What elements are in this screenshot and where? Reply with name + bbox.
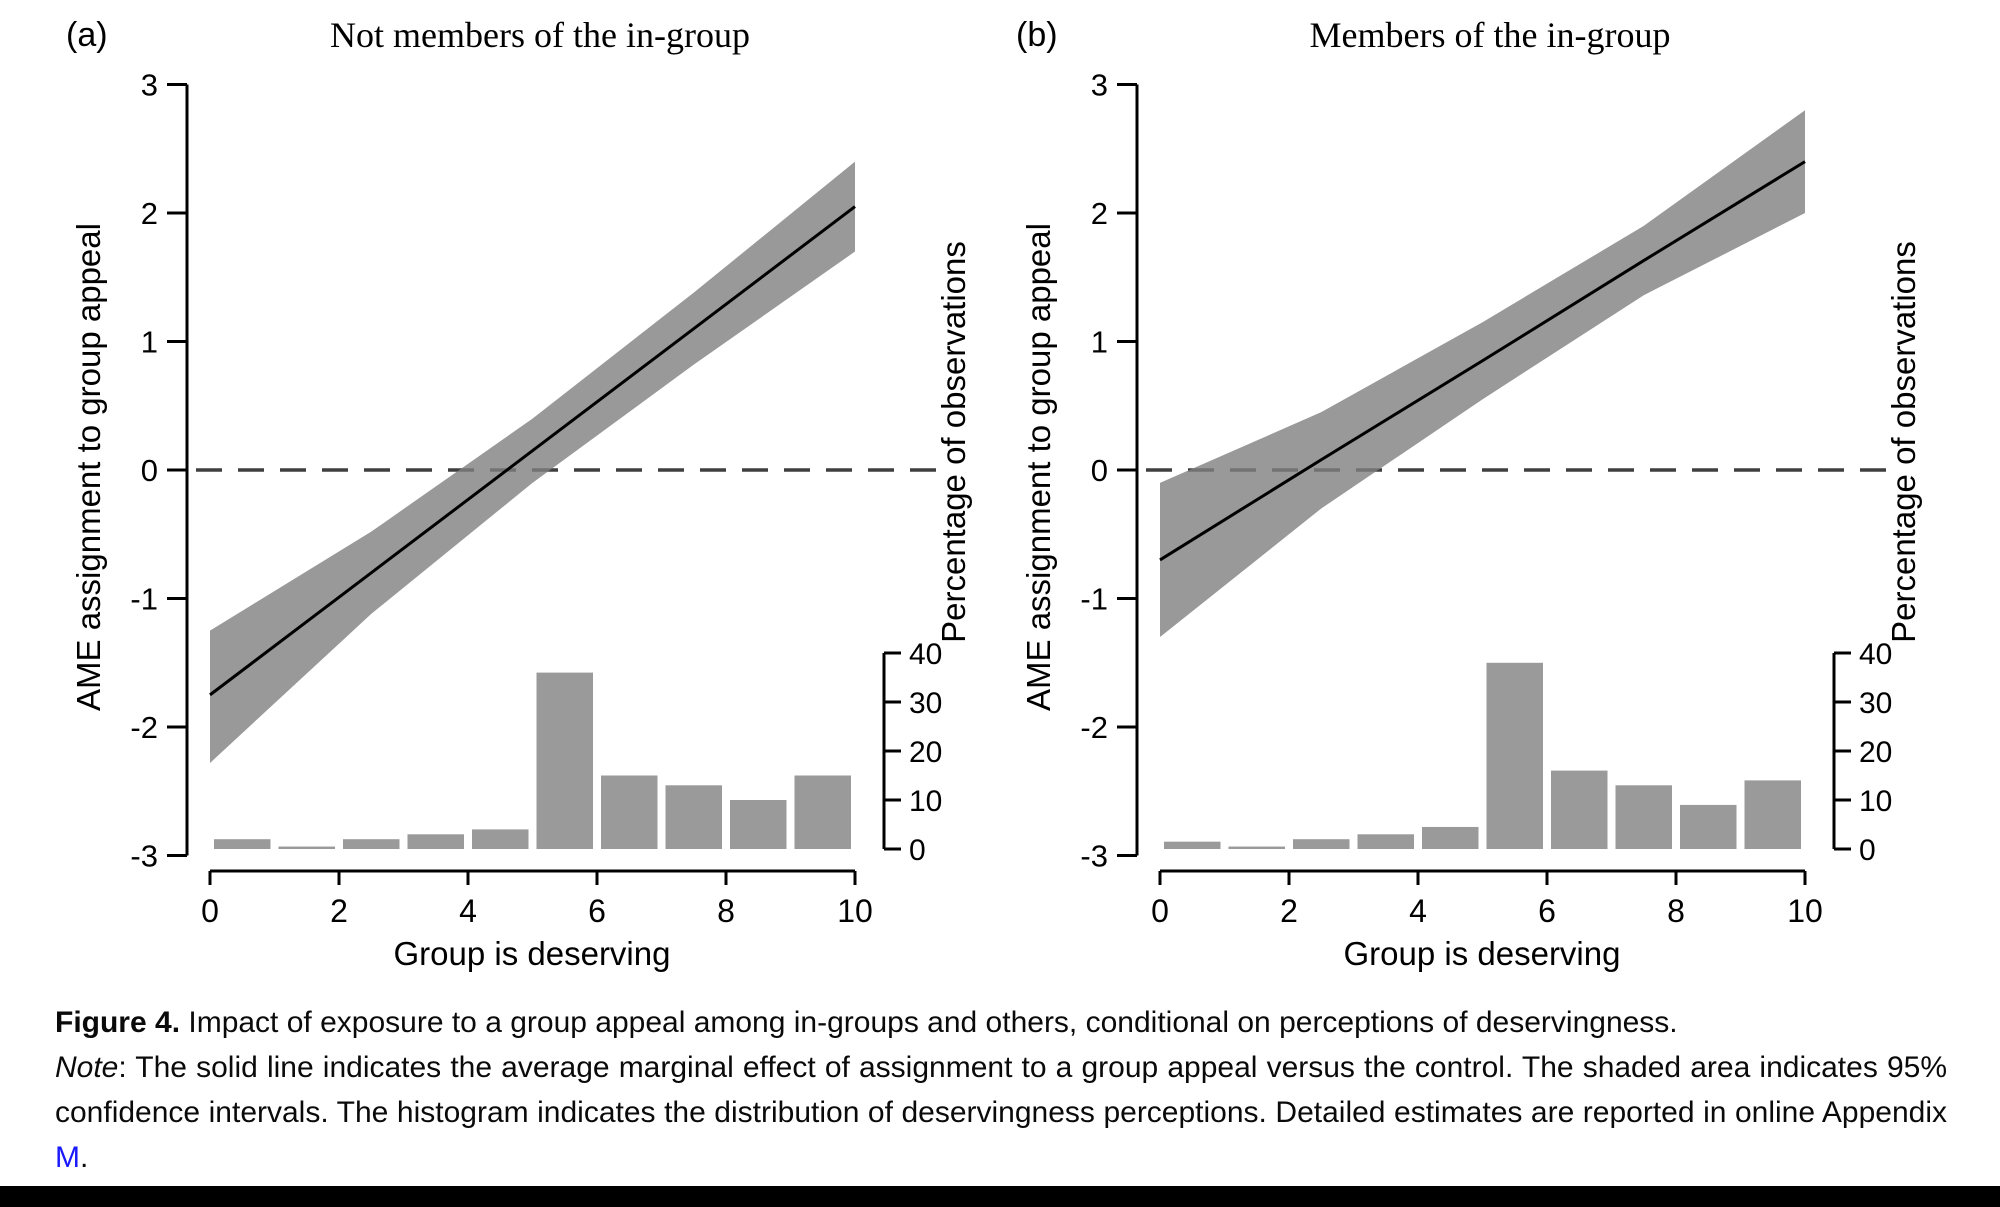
x-tick-label: 4 — [459, 893, 477, 929]
x-tick-label: 0 — [1151, 893, 1169, 929]
x-tick-label: 8 — [1667, 893, 1685, 929]
x-tick-label: 6 — [1538, 893, 1556, 929]
hist-tick-label: 10 — [909, 785, 942, 818]
histogram-bar — [1293, 839, 1350, 849]
hist-tick-label: 20 — [1859, 736, 1892, 769]
histogram-bar — [343, 839, 400, 849]
y-tick-label: 1 — [1091, 325, 1108, 360]
panel-a-title: Not members of the in-group — [330, 15, 750, 55]
note-end: . — [80, 1141, 89, 1174]
x-tick-label: 4 — [1409, 893, 1427, 929]
histogram-bar — [214, 839, 271, 849]
caption-note: Note: The solid line indicates the avera… — [55, 1045, 1947, 1180]
histogram-bar — [1744, 780, 1801, 849]
bottom-border-bar — [0, 1186, 2000, 1207]
x-tick-label: 2 — [1280, 893, 1298, 929]
histogram-bar — [1228, 846, 1285, 849]
panel-b: (b) Members of the in-group AME assignme… — [950, 0, 1950, 985]
panel-a-plot: AME assignment to group appeal Percentag… — [70, 68, 972, 973]
panel-b-x-axis-label: Group is deserving — [1344, 935, 1621, 972]
panel-b-tag: (b) — [1016, 16, 1058, 54]
histogram-bar — [730, 800, 787, 849]
histogram-bar — [1357, 834, 1414, 849]
x-tick-label: 6 — [588, 893, 606, 929]
panel-b-y-axis-label: AME assignment to group appeal — [1020, 223, 1057, 711]
y-tick-label: -3 — [130, 839, 158, 874]
y-tick-label: 0 — [141, 453, 158, 488]
panel-a-right-axis-label: Percentage of observations — [935, 241, 972, 643]
x-tick-label: 10 — [837, 893, 873, 929]
y-tick-label: 0 — [1091, 453, 1108, 488]
histogram-bar — [278, 846, 335, 849]
x-tick-label: 0 — [201, 893, 219, 929]
histogram-bar — [665, 785, 722, 849]
y-tick-label: 1 — [141, 325, 158, 360]
hist-tick-label: 10 — [1859, 785, 1892, 818]
y-tick-label: 3 — [141, 68, 158, 103]
histogram-bar — [1422, 826, 1479, 849]
y-tick-label: -3 — [1080, 839, 1108, 874]
hist-tick-label: 40 — [909, 638, 942, 671]
y-tick-label: -2 — [130, 710, 158, 745]
hist-tick-label: 40 — [1859, 638, 1892, 671]
y-tick-label: -2 — [1080, 710, 1108, 745]
histogram-bar — [794, 775, 851, 849]
hist-tick-label: 30 — [909, 687, 942, 720]
hist-tick-label: 0 — [1859, 834, 1876, 867]
ame-line — [209, 205, 856, 697]
y-tick-label: 2 — [141, 196, 158, 231]
confidence-band — [1160, 110, 1805, 638]
panel-a-x-axis-label: Group is deserving — [394, 935, 671, 972]
x-tick-label: 8 — [717, 893, 735, 929]
figure-caption: Figure 4. Impact of exposure to a group … — [55, 1000, 1947, 1180]
panel-b-right-axis-label: Percentage of observations — [1885, 241, 1922, 643]
x-tick-label: 10 — [1787, 893, 1823, 929]
hist-tick-label: 30 — [1859, 687, 1892, 720]
histogram-bar — [472, 829, 529, 849]
figure-title-text: Impact of exposure to a group appeal amo… — [180, 1006, 1678, 1039]
figure-number-label: Figure 4. — [55, 1006, 181, 1039]
panel-a-tag: (a) — [66, 16, 108, 54]
histogram-bar — [1680, 804, 1737, 849]
panel-b-plot: AME assignment to group appeal Percentag… — [1020, 68, 1922, 973]
appendix-m-link[interactable]: M — [55, 1141, 80, 1174]
panel-a-y-axis-label: AME assignment to group appeal — [70, 223, 107, 711]
note-text: : The solid line indicates the average m… — [55, 1051, 1947, 1129]
confidence-band — [210, 161, 855, 763]
histogram-bar — [1551, 770, 1608, 849]
y-tick-label: -1 — [1080, 582, 1108, 617]
histogram-bar — [1615, 785, 1672, 849]
hist-tick-label: 0 — [909, 834, 926, 867]
histogram-bar — [1164, 841, 1221, 849]
y-tick-label: 3 — [1091, 68, 1108, 103]
histogram-bar — [407, 834, 464, 849]
histogram-bar — [536, 672, 593, 849]
histogram-bar — [1486, 662, 1543, 849]
y-tick-label: -1 — [130, 582, 158, 617]
panel-a: (a) Not members of the in-group AME assi… — [0, 0, 1000, 985]
hist-tick-label: 20 — [909, 736, 942, 769]
note-label: Note — [55, 1051, 119, 1084]
panel-b-title: Members of the in-group — [1309, 15, 1671, 55]
caption-title-line: Figure 4. Impact of exposure to a group … — [55, 1000, 1947, 1045]
histogram-bar — [601, 775, 658, 849]
y-tick-label: 2 — [1091, 196, 1108, 231]
x-tick-label: 2 — [330, 893, 348, 929]
ame-line — [1159, 160, 1806, 562]
